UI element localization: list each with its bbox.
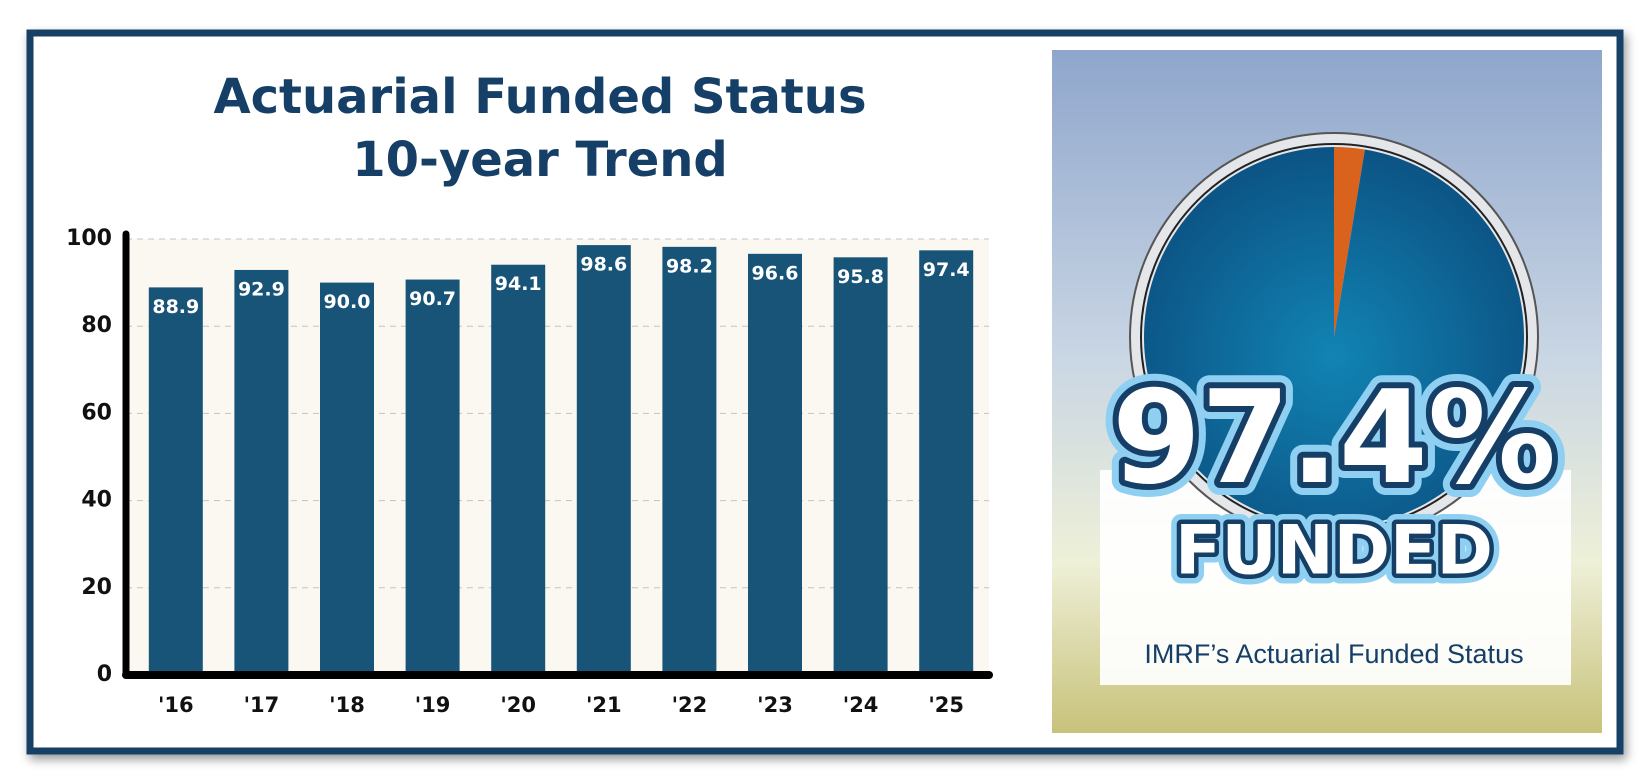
gauge-remainder	[1334, 147, 1365, 337]
bar	[919, 250, 974, 675]
y-tick-label: 20	[81, 575, 112, 600]
y-tick-label: 40	[81, 488, 112, 513]
y-tick-label: 60	[81, 400, 112, 425]
x-tick-label: '23	[757, 693, 793, 717]
gauge-value	[1144, 147, 1524, 527]
gauge-caption: IMRF’s Actuarial Funded Status	[1144, 639, 1523, 669]
value-label: 94.1	[495, 273, 542, 295]
y-tick-label: 80	[81, 313, 112, 338]
value-label: 97.4	[923, 259, 970, 281]
bar	[491, 264, 546, 675]
chart-title: Actuarial Funded Status	[213, 69, 866, 125]
bar	[833, 257, 888, 675]
value-label: 95.8	[837, 266, 884, 288]
bar	[320, 282, 374, 675]
gauge-label: FUNDED	[1175, 512, 1493, 591]
value-label: 92.9	[238, 278, 285, 300]
y-tick-label: 100	[66, 226, 112, 251]
value-label: 98.6	[580, 254, 627, 276]
bar	[405, 279, 460, 675]
value-label: 88.9	[152, 296, 199, 318]
value-label: 96.6	[752, 262, 799, 284]
x-tick-label: '22	[672, 693, 708, 717]
chart-subtitle: 10-year Trend	[352, 132, 728, 188]
bar	[576, 245, 631, 675]
value-label: 90.0	[324, 291, 371, 313]
x-tick-label: '20	[500, 693, 536, 717]
x-tick-label: '19	[415, 693, 451, 717]
x-tick-label: '16	[158, 693, 194, 717]
x-tick-label: '18	[329, 693, 365, 717]
bar	[748, 253, 802, 675]
x-tick-label: '17	[244, 693, 280, 717]
bar	[662, 246, 717, 675]
gauge-inner-ring	[1140, 143, 1528, 531]
bar	[234, 269, 289, 675]
bar	[148, 287, 203, 675]
x-tick-label: '21	[586, 693, 622, 717]
gauge-label-outline: FUNDED	[1175, 512, 1493, 591]
y-tick-label: 0	[97, 662, 112, 687]
x-tick-label: '24	[843, 693, 879, 717]
bar-chart: 0 20 40 60 80 100 88.9 '16 92.9 '17 90.0 '18 90.7 '19…	[66, 226, 993, 717]
gauge-value-label-outline: 97.4%	[1112, 364, 1556, 513]
value-label: 98.2	[666, 255, 713, 277]
value-label: 90.7	[409, 288, 456, 310]
gauge-value-label: 97.4%	[1112, 364, 1556, 513]
x-tick-label: '25	[928, 693, 964, 717]
